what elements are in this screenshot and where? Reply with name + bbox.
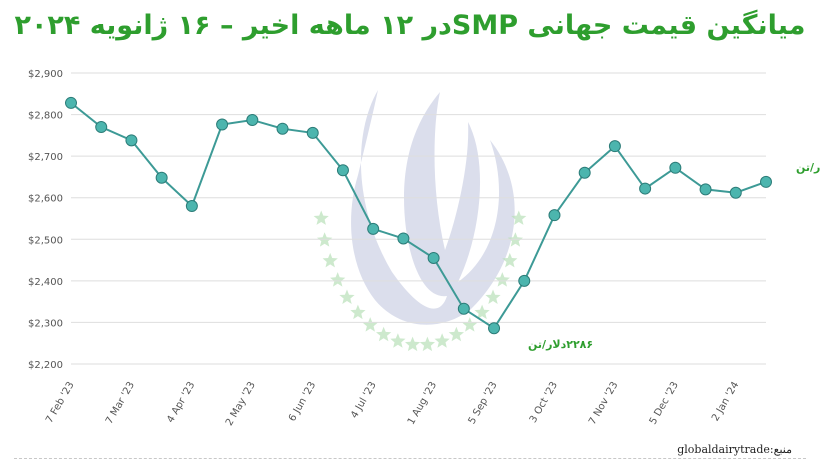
x-tick-label: 2 Jan '24 xyxy=(710,380,741,423)
x-tick-label: 1 Aug '23 xyxy=(406,380,439,427)
data-point xyxy=(760,175,772,188)
data-point xyxy=(336,164,349,177)
x-tick-label: 2 May '23 xyxy=(224,380,258,428)
watermark-star xyxy=(511,210,527,225)
watermark-star xyxy=(350,304,366,320)
data-point xyxy=(65,96,77,109)
data-point xyxy=(246,113,259,126)
watermark-star xyxy=(434,333,450,348)
grid xyxy=(71,72,766,365)
data-point xyxy=(367,222,380,235)
x-tick-label: 5 Sep '23 xyxy=(467,380,500,426)
series-line xyxy=(70,102,767,330)
data-annotation: ۲۲۸۶دلار/تن xyxy=(528,338,593,351)
data-point xyxy=(518,274,531,287)
x-axis: 7 Feb '23 7 Mar '23 4 Apr '23 2 May '23 6 Ju… xyxy=(44,380,741,428)
source-line: منبع:globaldairytrade xyxy=(677,443,792,456)
watermark-star xyxy=(339,289,355,304)
watermark-star xyxy=(494,272,510,287)
x-tick-label: 4 Apr '23 xyxy=(165,380,197,425)
y-tick-label: $2,700 xyxy=(28,152,63,163)
x-tick-label: 6 Jun '23 xyxy=(287,380,318,423)
y-tick-label: $2,400 xyxy=(28,277,63,288)
data-point xyxy=(427,251,440,264)
source-label: منبع: xyxy=(769,443,792,456)
data-annotation: ۲۶۳۸دلار/تن xyxy=(796,161,820,174)
data-point xyxy=(578,166,591,179)
watermark-star xyxy=(362,317,378,332)
y-tick-label: $2,300 xyxy=(28,318,63,329)
watermark-star xyxy=(448,326,464,342)
source-value: globaldairytrade xyxy=(677,443,770,456)
watermark-star xyxy=(376,326,392,342)
data-point xyxy=(95,121,108,134)
series-markers xyxy=(65,96,772,335)
data-point xyxy=(488,322,501,335)
x-tick-label: 3 Oct '23 xyxy=(528,380,560,425)
data-point xyxy=(185,200,198,213)
data-point xyxy=(669,161,682,174)
data-point xyxy=(276,122,289,135)
data-point xyxy=(639,182,652,195)
x-tick-label: 7 Mar '23 xyxy=(104,380,137,426)
data-point xyxy=(699,183,712,196)
x-tick-label: 7 Feb '23 xyxy=(44,380,76,425)
data-point xyxy=(548,209,561,222)
y-tick-label: $2,800 xyxy=(28,111,63,122)
watermark-star xyxy=(313,210,329,225)
watermark-star xyxy=(405,336,421,352)
y-tick-label: $2,900 xyxy=(28,69,63,80)
x-tick-label: 7 Nov '23 xyxy=(587,380,620,427)
watermark-star xyxy=(322,252,338,268)
watermark-star xyxy=(390,333,406,348)
data-point xyxy=(125,134,138,147)
bottom-divider xyxy=(14,458,806,459)
watermark-star xyxy=(330,272,346,287)
data-point xyxy=(397,232,410,245)
y-tick-label: $2,600 xyxy=(28,194,63,205)
data-point xyxy=(457,302,470,315)
chart-title: میانگین قیمت جهانی SMPدر ۱۲ ماهه اخیر – … xyxy=(14,10,806,41)
y-axis: $2,200 $2,300 $2,400 $2,500 $2,600 $2,700 $2,8… xyxy=(28,69,63,371)
watermark-star xyxy=(419,336,435,352)
watermark-star xyxy=(462,317,478,332)
data-point xyxy=(155,171,168,184)
data-point xyxy=(608,140,621,153)
data-point xyxy=(306,126,319,139)
y-tick-label: $2,500 xyxy=(28,235,63,246)
watermark-logo xyxy=(351,90,515,325)
annotations: ۲۶۳۸دلار/تن ۲۲۸۶دلار/تن xyxy=(528,161,820,351)
watermark-star xyxy=(485,289,501,304)
data-point xyxy=(216,118,229,131)
watermark-stars xyxy=(313,210,527,352)
watermark-star xyxy=(502,252,518,268)
y-tick-label: $2,200 xyxy=(28,360,63,371)
x-tick-label: 5 Dec '23 xyxy=(648,380,681,427)
data-point xyxy=(729,186,742,199)
x-tick-label: 4 Jul '23 xyxy=(349,380,379,420)
watermark-star xyxy=(474,304,490,320)
